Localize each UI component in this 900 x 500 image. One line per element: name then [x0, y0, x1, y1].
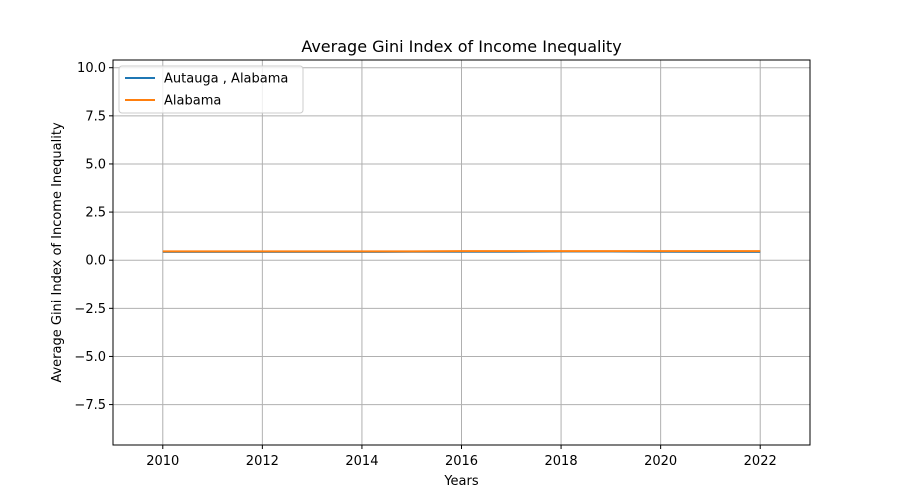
x-axis-title: Years: [443, 474, 479, 489]
y-tick-label: 10.0: [77, 61, 106, 76]
y-tick-label: −2.5: [74, 302, 106, 317]
chart-title: Average Gini Index of Income Inequality: [301, 37, 621, 56]
y-tick-label: 0.0: [85, 254, 106, 269]
y-tick-label: 2.5: [85, 206, 106, 221]
y-tick-label: 7.5: [85, 109, 106, 124]
x-tick-label: 2016: [445, 454, 478, 469]
axis-ticks: 2010 2012 2014 2016 2018 2020 2022 −7.5 −5.0 −2.5…: [74, 61, 776, 469]
legend: Autauga , Alabama Alabama: [118, 65, 304, 114]
x-tick-label: 2012: [246, 454, 279, 469]
legend-label-2: Alabama: [164, 94, 221, 109]
x-tick-label: 2014: [345, 454, 378, 469]
x-tick-label: 2022: [744, 454, 777, 469]
x-tick-label: 2020: [644, 454, 677, 469]
legend-label-1: Autauga , Alabama: [164, 72, 288, 87]
y-tick-label: −5.0: [74, 350, 106, 365]
y-tick-label: 5.0: [85, 157, 106, 172]
y-tick-label: −7.5: [74, 398, 106, 413]
y-axis-title: Average Gini Index of Income Inequality: [50, 122, 65, 383]
x-tick-label: 2010: [146, 454, 179, 469]
x-tick-label: 2018: [545, 454, 578, 469]
legend-box: [118, 65, 304, 114]
series-lines: [162, 250, 761, 253]
